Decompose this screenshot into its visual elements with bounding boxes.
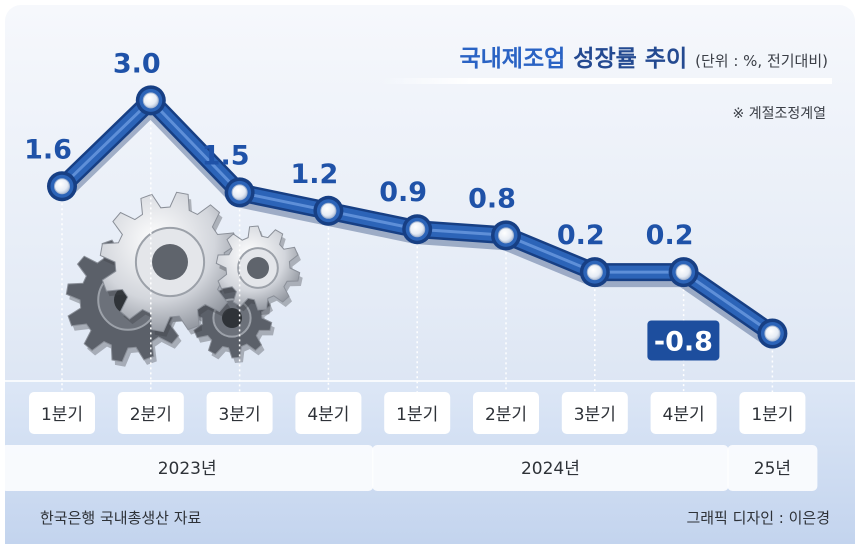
negative-value-box — [647, 320, 720, 361]
category-label: 1분기 — [396, 405, 438, 425]
category-label: 4분기 — [663, 405, 705, 425]
data-point — [402, 214, 433, 245]
data-point — [313, 195, 344, 226]
axis-band-edge — [5, 380, 855, 382]
data-point — [491, 220, 521, 251]
year-axis: 2023년 2024년 25년 — [1, 445, 818, 491]
title-underline — [380, 78, 832, 84]
category-label: 3분기 — [574, 405, 616, 425]
guide-lines — [61, 112, 774, 392]
category-label: 2분기 — [130, 405, 172, 425]
data-point — [47, 171, 77, 202]
value-label: 0.2 — [557, 220, 605, 251]
data-point — [668, 257, 699, 288]
value-label: 3.0 — [113, 48, 161, 79]
title-unit: (단위 : %, 전기대비) — [695, 52, 828, 70]
category-box — [206, 392, 273, 434]
year-box — [727, 445, 818, 491]
category-label: 2분기 — [485, 405, 527, 425]
category-box — [739, 392, 806, 434]
category-box — [295, 392, 362, 434]
category-label: 1분기 — [41, 405, 83, 425]
value-label: 1.2 — [290, 159, 338, 190]
year-box — [1, 445, 374, 491]
value-label: 1.6 — [24, 134, 72, 165]
category-box — [29, 392, 95, 434]
title-sub: 성장률 추이 — [573, 46, 687, 72]
category-label: 1분기 — [751, 405, 793, 425]
gears-illustration — [65, 191, 303, 367]
credit-text: 그래픽 디자인 : 이은경 — [686, 509, 830, 527]
category-label: 4분기 — [307, 405, 349, 425]
category-box — [473, 392, 539, 434]
seasonal-note: ※ 계절조정계열 — [733, 106, 826, 122]
category-box — [650, 392, 717, 434]
data-point — [224, 177, 255, 208]
category-box — [561, 392, 628, 434]
gear-large-icon — [99, 191, 243, 337]
data-point — [579, 257, 610, 288]
value-labels: 1.6 3.0 1.5 1.2 0.9 0.8 0.2 0.2 -0.8 — [24, 48, 720, 361]
value-label: 0.2 — [646, 220, 694, 251]
chart-title: 국내제조업 성장률 추이 (단위 : %, 전기대비) — [459, 46, 828, 72]
value-label: 0.8 — [468, 183, 516, 214]
category-label: 3분기 — [219, 405, 261, 425]
data-point — [135, 85, 166, 116]
data-point — [757, 318, 788, 349]
year-label: 25년 — [754, 459, 791, 479]
value-label: 1.5 — [202, 140, 250, 171]
category-axis: 1분기 2분기 3분기 4분기 1분기 2분기 3분기 4분기 1분기 — [29, 392, 806, 434]
category-box — [117, 392, 184, 434]
data-points — [47, 85, 788, 349]
value-label: 0.9 — [379, 177, 427, 208]
year-label: 2024년 — [521, 459, 580, 479]
year-label: 2023년 — [158, 459, 217, 479]
gear-small-icon — [215, 225, 303, 315]
source-text: 한국은행 국내총생산 자료 — [40, 509, 202, 527]
value-label: -0.8 — [654, 326, 713, 357]
category-box — [384, 392, 451, 434]
title-main: 국내제조업 — [459, 46, 565, 72]
year-box — [372, 445, 729, 491]
